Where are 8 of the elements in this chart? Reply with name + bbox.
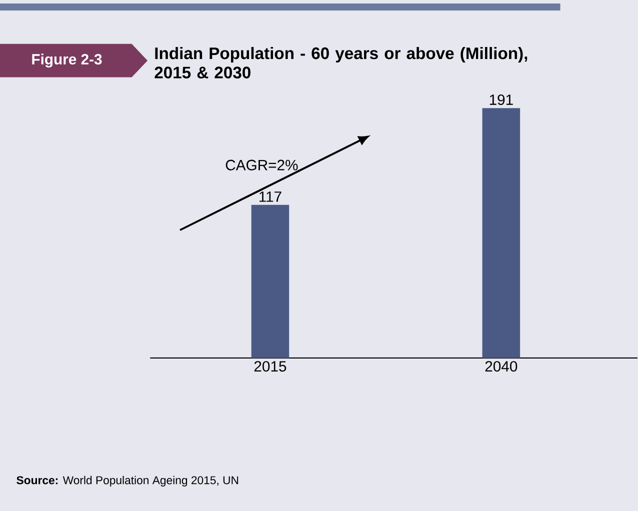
text: Source: World Population Ageing 2015, UN: [16, 476, 238, 486]
caption: Figure 2-3: [32, 54, 102, 68]
data-label: 117: [260, 192, 282, 202]
x-tick-label: 2015: [254, 361, 286, 372]
chart-title: Indian Population - 60 years or above (Million), 2015 & 2030: [154, 46, 528, 78]
annotation: CAGR=2%: [226, 160, 298, 170]
data-label: 191: [490, 94, 513, 105]
x-tick-label: 2040: [485, 361, 518, 372]
